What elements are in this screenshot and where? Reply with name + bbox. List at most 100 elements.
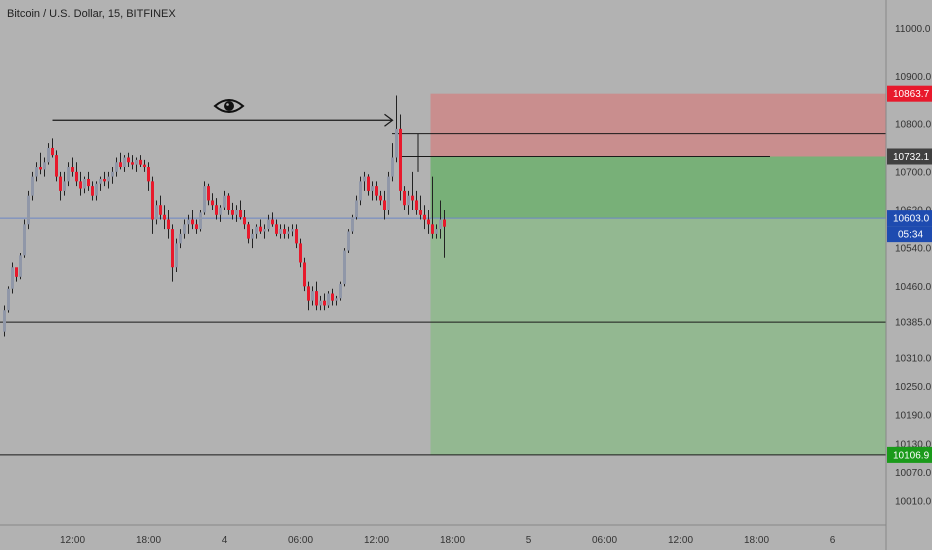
- candle-body: [199, 212, 202, 230]
- candle-body: [99, 178, 102, 184]
- candle: [419, 195, 422, 220]
- candle: [203, 181, 206, 215]
- candle: [147, 162, 150, 191]
- candle: [395, 95, 398, 163]
- candle: [351, 214, 354, 234]
- candle: [283, 224, 286, 239]
- chart-title: Bitcoin / U.S. Dollar, 15, BITFINEX: [7, 8, 176, 20]
- candle-body: [391, 157, 394, 177]
- candle: [175, 238, 178, 273]
- candle-body: [39, 167, 42, 170]
- candle: [35, 162, 38, 182]
- candle-body: [387, 176, 390, 210]
- candle: [443, 210, 446, 258]
- candle-body: [47, 147, 50, 163]
- candle-body: [35, 167, 38, 177]
- candle: [219, 205, 222, 222]
- candle-body: [223, 195, 226, 208]
- candle: [299, 238, 302, 268]
- candle-body: [23, 224, 26, 256]
- time-tick-label: 06:00: [288, 535, 313, 546]
- candle-body: [15, 267, 18, 277]
- candle: [167, 210, 170, 239]
- candle-body: [431, 224, 434, 234]
- candle-body: [303, 262, 306, 287]
- candle-body: [403, 190, 406, 206]
- candle-body: [279, 229, 282, 234]
- candle: [99, 176, 102, 191]
- candle-body: [331, 293, 334, 301]
- candle-body: [295, 229, 298, 244]
- price-tag-bg: [887, 210, 932, 227]
- candle: [271, 212, 274, 227]
- candle-body: [355, 200, 358, 218]
- candle-body: [243, 217, 246, 225]
- candle-body: [327, 293, 330, 306]
- candle-body: [439, 219, 442, 230]
- candle-body: [239, 210, 242, 218]
- candle: [431, 176, 434, 239]
- candle: [127, 152, 130, 168]
- candle-body: [79, 181, 82, 189]
- candle-body: [267, 219, 270, 230]
- candle-body: [235, 210, 238, 215]
- candle: [79, 171, 82, 196]
- candle: [23, 219, 26, 258]
- candle: [423, 205, 426, 230]
- candle: [195, 219, 198, 234]
- candle: [407, 190, 410, 215]
- candle-body: [7, 288, 10, 311]
- candle-body: [183, 224, 186, 234]
- candle: [107, 171, 110, 189]
- candle-body: [163, 214, 166, 220]
- candle: [323, 293, 326, 311]
- candle: [159, 195, 162, 220]
- candle: [19, 252, 22, 280]
- candle-body: [71, 167, 74, 172]
- candle-body: [263, 229, 266, 232]
- candle: [171, 224, 174, 282]
- candle: [243, 210, 246, 230]
- candle: [155, 200, 158, 225]
- candle-body: [139, 159, 142, 165]
- candle: [435, 224, 438, 239]
- candle: [59, 171, 62, 201]
- candle: [379, 190, 382, 206]
- candle-body: [399, 128, 402, 191]
- candle-body: [147, 167, 150, 182]
- candle-body: [335, 298, 338, 301]
- candle: [415, 190, 418, 215]
- price-tick-label: 10010.0: [895, 497, 932, 508]
- candle: [131, 155, 134, 170]
- candle-body: [83, 178, 86, 189]
- candle-body: [319, 300, 322, 306]
- price-axis[interactable]: 11000.010900.010800.010700.010620.010540…: [885, 0, 932, 550]
- candle: [103, 171, 106, 187]
- time-tick-label: 12:00: [60, 535, 85, 546]
- candle-body: [407, 195, 410, 206]
- candle: [143, 159, 146, 172]
- candle: [375, 181, 378, 201]
- time-tick-label: 06:00: [592, 535, 617, 546]
- candle-body: [415, 200, 418, 210]
- price-tag-text: 10732.1: [893, 152, 930, 163]
- candle-body: [95, 183, 98, 196]
- candle-body: [175, 243, 178, 268]
- candle-body: [379, 195, 382, 201]
- candle: [83, 176, 86, 194]
- candle: [287, 226, 290, 239]
- candle-body: [383, 200, 386, 210]
- candle-body: [419, 210, 422, 215]
- candle: [311, 286, 314, 306]
- candle: [151, 176, 154, 234]
- candle: [403, 186, 406, 210]
- countdown-bg: [887, 226, 932, 243]
- candle: [3, 305, 6, 337]
- time-axis[interactable]: 12:00 18:00 4 06:00 12:00 18:00 5 06:00 12:00 18:…: [0, 524, 886, 546]
- candle: [363, 171, 366, 191]
- candle-body: [271, 219, 274, 225]
- candle: [251, 229, 254, 249]
- candle: [63, 171, 66, 196]
- price-tags: 10863.7 10732.1 10603.0 10106.9 05:34: [887, 85, 932, 463]
